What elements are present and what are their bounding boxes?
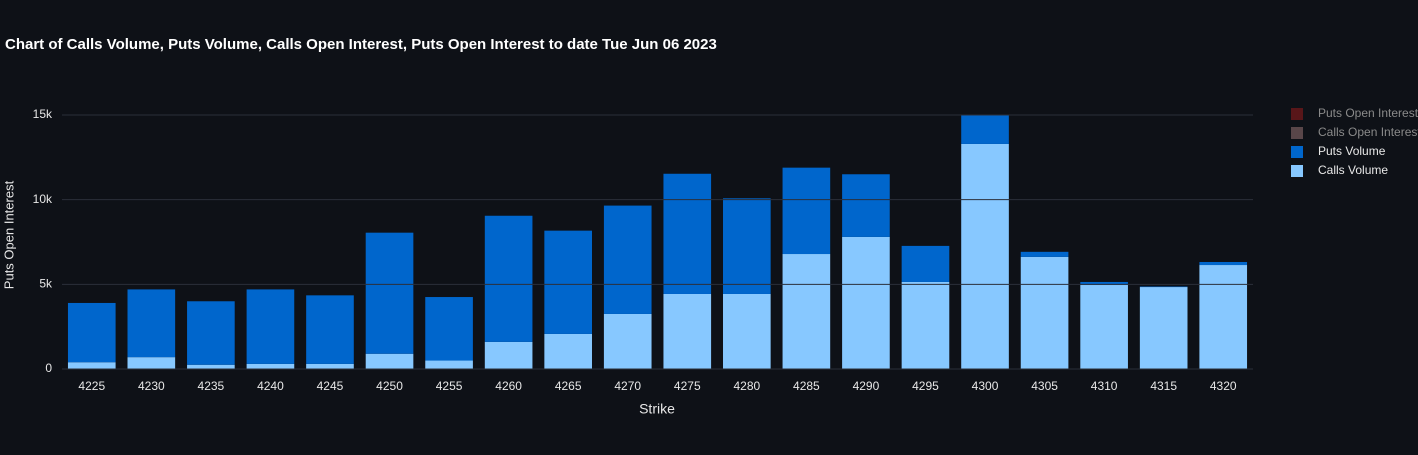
bar	[1080, 285, 1128, 369]
x-tick-label: 4240	[257, 379, 284, 393]
bar	[1199, 265, 1248, 369]
bar	[246, 363, 295, 369]
bar	[484, 215, 533, 342]
x-tick-label: 4235	[198, 379, 225, 393]
bar	[1199, 261, 1248, 266]
legend-label: Puts Volume	[1318, 144, 1386, 158]
bar	[306, 363, 354, 369]
legend-label: Puts Open Interest	[1318, 106, 1418, 120]
x-tick-label: 4285	[793, 379, 820, 393]
bar	[425, 297, 473, 361]
x-tick-label: 4310	[1091, 379, 1118, 393]
x-tick-label: 4295	[912, 379, 939, 393]
bar	[544, 333, 592, 369]
y-tick-label: 15k	[33, 107, 53, 121]
bar	[484, 341, 533, 369]
bar	[782, 254, 831, 369]
legend-label: Calls Open Interest	[1318, 125, 1418, 139]
bar	[1020, 251, 1069, 257]
bar	[246, 289, 295, 364]
bar	[365, 232, 414, 354]
bar	[782, 167, 831, 255]
bar	[663, 293, 712, 369]
x-tick-label: 4260	[495, 379, 522, 393]
x-tick-label: 4225	[78, 379, 105, 393]
x-tick-label: 4305	[1031, 379, 1058, 393]
x-tick-label: 4265	[555, 379, 582, 393]
x-tick-label: 4280	[733, 379, 760, 393]
bar	[603, 313, 652, 369]
bar	[67, 302, 116, 363]
bar	[1139, 286, 1188, 288]
y-tick-label: 10k	[33, 192, 53, 206]
legend-swatch	[1291, 127, 1303, 139]
bar	[901, 281, 950, 369]
x-tick-label: 4255	[436, 379, 463, 393]
bar	[842, 174, 890, 237]
x-tick-label: 4230	[138, 379, 165, 393]
bar	[961, 115, 1009, 144]
bar	[306, 295, 354, 364]
x-tick-label: 4250	[376, 379, 403, 393]
x-tick-label: 4320	[1210, 379, 1237, 393]
bar	[663, 173, 712, 294]
bar	[127, 357, 176, 369]
bar	[187, 364, 235, 369]
y-axis-label: Puts Open Interest	[1, 180, 16, 289]
x-axis-label: Strike	[639, 401, 675, 417]
bar	[961, 143, 1009, 369]
x-tick-label: 4275	[674, 379, 701, 393]
y-tick-label: 5k	[39, 277, 53, 291]
legend-swatch	[1291, 108, 1303, 120]
bar	[187, 301, 235, 365]
bar	[842, 236, 890, 369]
bar	[425, 360, 473, 369]
chart-title: Chart of Calls Volume, Puts Volume, Call…	[5, 36, 717, 53]
bar	[365, 353, 414, 369]
bar	[901, 245, 950, 282]
legend-swatch	[1291, 146, 1303, 158]
bar	[544, 230, 592, 334]
plot-area	[67, 115, 1248, 369]
y-tick-label: 0	[45, 361, 52, 375]
bar	[1139, 287, 1188, 369]
bar	[603, 205, 652, 314]
bar	[1080, 281, 1128, 286]
x-tick-label: 4300	[972, 379, 999, 393]
legend-swatch	[1291, 165, 1303, 177]
bar	[723, 293, 771, 369]
legend-label: Calls Volume	[1318, 163, 1388, 177]
bar	[67, 362, 116, 369]
x-tick-label: 4315	[1150, 379, 1177, 393]
x-tick-label: 4270	[614, 379, 641, 393]
x-tick-label: 4290	[853, 379, 880, 393]
bar	[1020, 256, 1069, 369]
x-tick-label: 4245	[317, 379, 344, 393]
bar	[127, 289, 176, 358]
bar	[723, 198, 771, 294]
